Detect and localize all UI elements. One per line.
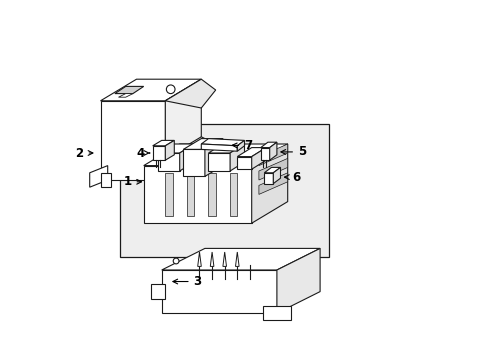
Polygon shape [115,86,143,94]
Polygon shape [143,166,251,223]
Text: 7: 7 [232,139,252,152]
Polygon shape [165,79,201,180]
Polygon shape [151,284,165,299]
Polygon shape [210,252,213,266]
Polygon shape [165,140,174,160]
Polygon shape [258,144,287,166]
Polygon shape [179,144,194,171]
Polygon shape [208,153,230,171]
Text: 4: 4 [136,147,149,159]
Polygon shape [101,173,111,187]
Polygon shape [162,270,276,313]
Polygon shape [260,148,269,160]
Text: 3: 3 [173,275,202,288]
Polygon shape [208,144,244,153]
Polygon shape [237,140,244,151]
Circle shape [173,258,179,264]
Text: 2: 2 [76,147,93,159]
Polygon shape [152,140,174,146]
Polygon shape [158,144,194,153]
Polygon shape [264,173,273,184]
Polygon shape [143,144,287,166]
Polygon shape [165,137,215,166]
Polygon shape [260,142,276,148]
Text: 1: 1 [123,175,141,188]
Polygon shape [264,167,280,173]
Polygon shape [89,166,107,187]
Polygon shape [230,144,244,171]
Polygon shape [101,79,201,101]
Polygon shape [237,148,265,157]
Polygon shape [183,139,223,149]
Polygon shape [179,144,215,187]
Polygon shape [235,252,239,266]
Bar [120,124,328,257]
Polygon shape [165,173,172,216]
Polygon shape [237,157,251,169]
Polygon shape [204,139,223,176]
Polygon shape [197,252,201,266]
Polygon shape [186,173,194,216]
Polygon shape [262,306,291,320]
Polygon shape [251,148,265,169]
Polygon shape [276,248,320,313]
Polygon shape [251,144,287,223]
Polygon shape [165,79,215,108]
Polygon shape [201,144,237,151]
Circle shape [166,85,175,94]
Polygon shape [118,94,133,97]
Polygon shape [183,149,204,176]
Polygon shape [162,248,320,270]
Polygon shape [152,146,165,160]
Text: 6: 6 [284,171,300,184]
Polygon shape [158,153,179,171]
Polygon shape [223,252,226,266]
Polygon shape [208,173,215,216]
Polygon shape [269,142,276,160]
Polygon shape [258,158,287,180]
Polygon shape [101,101,165,180]
Polygon shape [230,173,237,216]
Text: 5: 5 [280,145,305,158]
Polygon shape [165,158,179,187]
Polygon shape [273,167,280,184]
Polygon shape [258,173,287,194]
Polygon shape [201,139,244,146]
